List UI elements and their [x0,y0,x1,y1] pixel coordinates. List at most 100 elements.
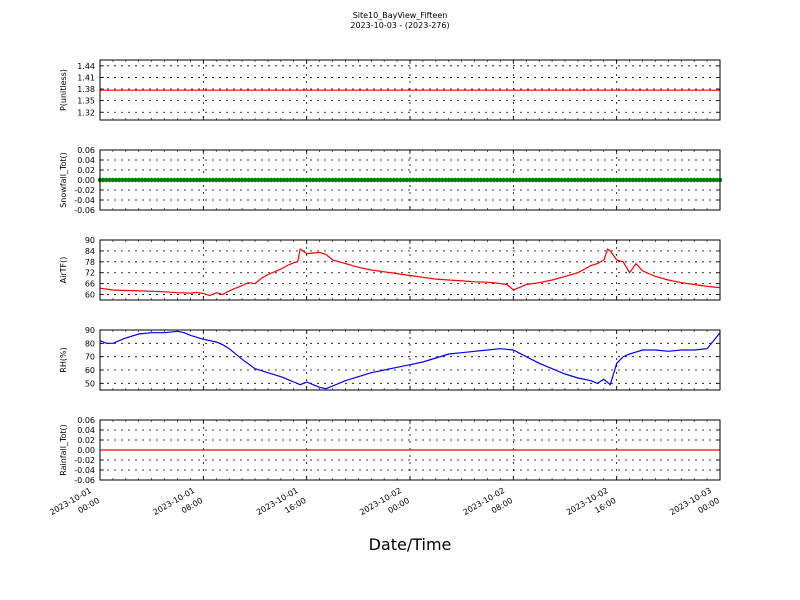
panel-2-data-point [646,177,652,183]
panel-2-data-point [546,177,552,183]
panel-2-data-point [310,177,316,183]
panel-2-data-point [104,177,109,183]
panel-4-ylabel: RH(%) [59,347,68,372]
panel-1-ytick-label: 1.44 [77,62,95,71]
panel-2-data-point [375,177,380,183]
panel-2-data-point [407,177,413,183]
panel-2-data-point [126,177,132,183]
panel-4-ytick-label: 60 [85,366,95,375]
panel-2-data-point [201,177,206,183]
panel-2-data-point [298,177,303,183]
panel-2-data-point [459,177,464,183]
panel-2-data-point [701,177,707,183]
panel-2-data-point [349,177,355,183]
panel-2-data-point [698,177,703,183]
panel-2-data-point [168,177,174,183]
panel-5-ytick-label: 0.02 [77,436,95,445]
panel-2-data-point [582,177,587,183]
panel-3-ytick-label: 72 [85,269,95,278]
panel-2-data-point [446,177,451,183]
panel-2-data-point [223,177,229,183]
panel-2-data-point [520,177,526,183]
panel-2-data-point [188,177,193,183]
panel-2-data-point [143,177,148,183]
panel-2-data-point [265,177,271,183]
panel-2-data-point [130,177,135,183]
panel-2-data-point [314,177,319,183]
panel-4-frame [99,329,721,391]
panel-2-data-point [472,177,477,183]
panel-2-data-point [278,177,284,183]
panel-2-data-point [578,177,584,183]
panel-2-data-point [327,177,332,183]
chart-subtitle: 2023-10-03 - (2023-276) [350,21,450,30]
panel-2-data-point [178,177,183,183]
panel-2-data-point [307,177,313,183]
panel-2-data-point [675,177,681,183]
panel-2-data-point [236,177,242,183]
panel-2-data-point [627,177,632,183]
panel-2-data-point [352,177,358,183]
panel-2-data-point [688,177,694,183]
panel-2-data-point [633,177,639,183]
panel-2-data-point [120,177,125,183]
panel-2-data-point [301,177,306,183]
panel-2-data-point [530,177,535,183]
panel-1-frame [99,59,721,121]
panel-2-data-point [569,177,574,183]
panel-2-frame [99,149,721,211]
panel-2-data-point [136,177,141,183]
panel-5-ytick-label: 0.06 [77,416,95,425]
panel-2-data-point [252,177,258,183]
panel-2-data-point [152,177,158,183]
panel-2-data-point [220,177,225,183]
panel-2-data-point [430,177,435,183]
panel-2-data-point [420,177,426,183]
panel-2-data-point [585,177,590,183]
panel-2-data-point [440,177,445,183]
panel-2-ytick-label: -0.06 [74,206,95,215]
panel-2-data-point [527,177,532,183]
panel-2-data-point [704,177,710,183]
panel-2-data-point [488,177,493,183]
panel-2-data-point [543,177,548,183]
panel-2-data-point [637,177,642,183]
panel-2-data-point [449,177,455,183]
panel-2-data-point [333,177,338,183]
panel-2-data-point [256,177,261,183]
panel-2-data-point [620,177,626,183]
panel-2-data-point [359,177,364,183]
panel-2-data-point [317,177,322,183]
panel-2-data-point [672,177,677,183]
panel-3-ytick-label: 90 [85,236,95,245]
panel-2-data-point [323,177,329,183]
panel-2-data-point [711,177,716,183]
panel-2-data-point [239,177,245,183]
panel-2-data-point [475,177,481,183]
panel-1-ytick-label: 1.35 [77,97,95,106]
panel-2-data-point [659,177,665,183]
panel-5-ytick-label: -0.04 [74,466,95,475]
x-axis-label: Date/Time [369,535,452,554]
panel-2-data-point [133,177,138,183]
panel-2-data-point [436,177,442,183]
panel-2-ytick-label: -0.02 [74,186,95,195]
panel-2-data-point [504,177,510,183]
panel-2-data-point [682,177,687,183]
panel-2-data-point [536,177,542,183]
panel-5-ytick-label: 0.00 [77,446,95,455]
panel-2-data-point [146,177,151,183]
panel-5-ytick-label: -0.02 [74,456,95,465]
panel-2-data-point [184,177,190,183]
panel-2-data-point [113,177,119,183]
panel-2-data-point [591,177,597,183]
panel-2-data-point [365,177,371,183]
panel-2-data-point [162,177,167,183]
panel-4-ytick-label: 70 [85,353,95,362]
panel-1-ytick-label: 1.32 [77,108,95,117]
panel-2-data-point [401,177,406,183]
panel-2-data-point [268,177,274,183]
panel-2-data-point [139,177,145,183]
panel-2-data-point [608,177,613,183]
